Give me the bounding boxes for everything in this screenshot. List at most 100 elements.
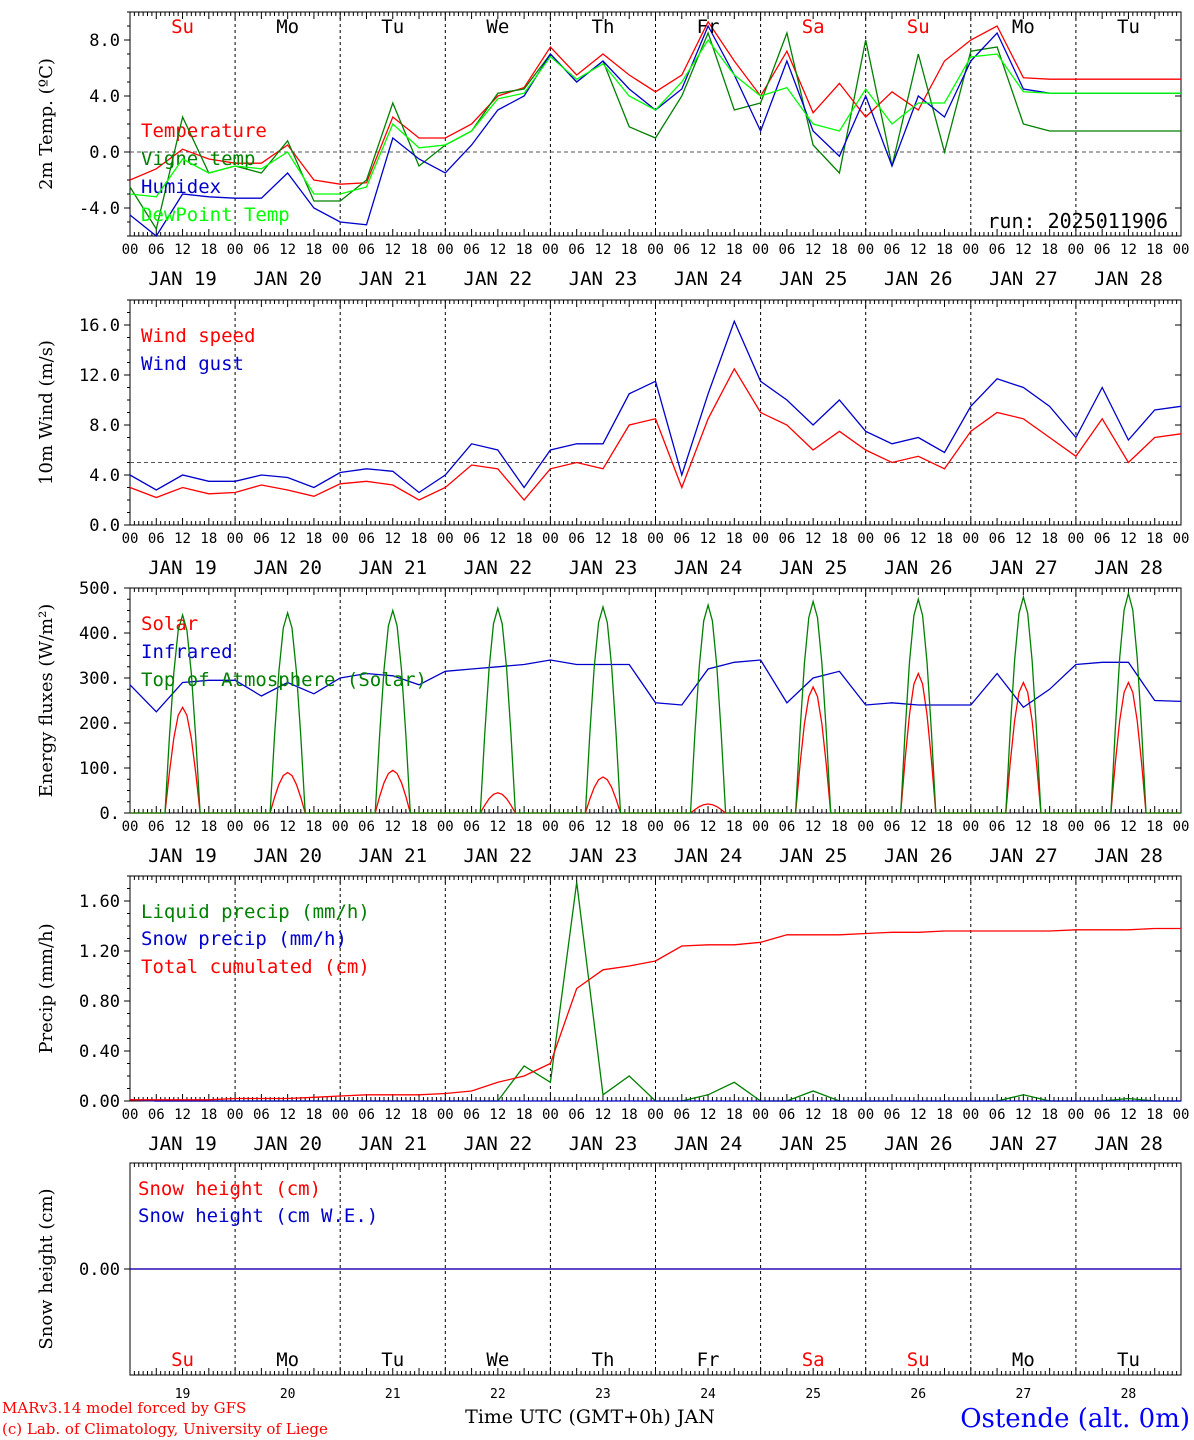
x-hour-label: 12: [489, 1107, 506, 1123]
panel-snow: 0.00 Snow height (cm) Snow height (cm) Snow…: [36, 1162, 1182, 1402]
y-tick-label: 500.: [79, 579, 120, 599]
x-hour-label: 12: [1120, 531, 1137, 547]
x-hour-label: 18: [411, 1107, 428, 1123]
x-hour-label: 12: [595, 1107, 612, 1123]
day-label: JAN 24: [674, 268, 743, 290]
x-hour-label: 06: [568, 531, 585, 547]
day-label: JAN 19: [148, 1133, 217, 1155]
x-hour-label: 06: [148, 819, 165, 835]
weekday-label: Sa: [802, 1349, 825, 1371]
x-hour-label: 18: [1041, 531, 1058, 547]
x-hour-label: 06: [358, 242, 375, 258]
x-hour-label: 00: [122, 242, 139, 258]
day-label: JAN 20: [253, 268, 322, 290]
y-tick-label: 8.0: [89, 416, 120, 436]
day-label: JAN 21: [358, 557, 427, 579]
y-axis-label: Precip (mm/h): [36, 923, 57, 1053]
panel-precip: 1.60 1.20 0.80 0.40 0.00 Precip (mm/h) Liquid …: [36, 875, 1189, 1155]
x-hour-label: 12: [489, 819, 506, 835]
day-label: JAN 21: [358, 1133, 427, 1155]
x-hour-label: 12: [1120, 242, 1137, 258]
x-hour-label: 00: [437, 531, 454, 547]
y-tick-label: 100.: [79, 759, 120, 779]
x-hour-label: 00: [962, 531, 979, 547]
x-hour-label: 12: [1015, 819, 1032, 835]
x-hour-label: 12: [700, 531, 717, 547]
day-label: JAN 23: [569, 1133, 638, 1155]
y-tick-label: 1.20: [79, 942, 120, 962]
day-label: JAN 21: [358, 268, 427, 290]
x-hour-label: 18: [1146, 1107, 1163, 1123]
x-hour-label: 00: [542, 242, 559, 258]
weekday-label: We: [486, 1349, 509, 1371]
x-hour-label: 06: [778, 819, 795, 835]
x-hour-label: 00: [227, 242, 244, 258]
day-label: JAN 23: [569, 268, 638, 290]
x-hour-label: 06: [463, 242, 480, 258]
x-hour-label: 06: [253, 531, 270, 547]
day-label: JAN 27: [989, 1133, 1058, 1155]
day-number-label: 27: [1016, 1387, 1032, 1402]
series-line-wind-speed: [129, 367, 1182, 502]
x-hour-label: 12: [1120, 819, 1137, 835]
x-hour-label: 00: [122, 819, 139, 835]
weekday-label: Mo: [276, 1349, 299, 1371]
x-hour-label: 18: [200, 1107, 217, 1123]
x-hour-label: 00: [857, 242, 874, 258]
x-hour-label: 06: [568, 1107, 585, 1123]
day-number-label: 20: [280, 1387, 296, 1402]
day-label: JAN 22: [464, 557, 533, 579]
x-hour-label: 12: [1015, 1107, 1032, 1123]
y-tick-label: 0.00: [79, 1092, 120, 1112]
x-hour-label: 18: [516, 1107, 533, 1123]
x-hour-label: 12: [384, 1107, 401, 1123]
day-label: JAN 21: [358, 845, 427, 867]
x-hour-label: 06: [1094, 1107, 1111, 1123]
day-label: JAN 24: [674, 1133, 743, 1155]
y-tick-label: 8.0: [89, 31, 120, 51]
legend-entry: Wind speed: [141, 325, 255, 347]
day-label: JAN 24: [674, 557, 743, 579]
x-hour-label: 00: [857, 531, 874, 547]
x-hour-label: 18: [726, 531, 743, 547]
x-hour-label: 06: [253, 819, 270, 835]
x-hour-label: 06: [884, 819, 901, 835]
x-hour-label: 18: [411, 531, 428, 547]
x-hour-label: 00: [542, 531, 559, 547]
legend-entry: Liquid precip (mm/h): [141, 901, 370, 923]
x-hour-label: 06: [148, 1107, 165, 1123]
day-label: JAN 20: [253, 845, 322, 867]
x-hour-label: 12: [700, 1107, 717, 1123]
day-label: JAN 19: [148, 845, 217, 867]
x-hour-label: 00: [227, 1107, 244, 1123]
panel-frame: [129, 587, 1182, 814]
x-hour-label: 12: [700, 819, 717, 835]
x-hour-label: 00: [122, 531, 139, 547]
series-line-top-of-atmosphere-solar-: [130, 590, 1181, 814]
x-hour-label: 18: [305, 242, 322, 258]
x-hour-label: 06: [673, 819, 690, 835]
series-line-snow-precip-mm-h-: [129, 1099, 1181, 1102]
y-axis-label: Energy fluxes (W/m²): [36, 604, 57, 798]
day-label: JAN 28: [1094, 557, 1163, 579]
x-hour-label: 18: [411, 242, 428, 258]
weekday-label: Tu: [381, 1349, 404, 1371]
x-hour-label: 00: [752, 531, 769, 547]
day-label: JAN 23: [569, 557, 638, 579]
x-hour-label: 00: [647, 1107, 664, 1123]
x-hour-label: 12: [1120, 1107, 1137, 1123]
credit-line-2: (c) Lab. of Climatology, University of L…: [2, 1420, 328, 1438]
y-tick-label: 400.: [79, 624, 120, 644]
day-label: JAN 26: [884, 1133, 953, 1155]
x-hour-label: 12: [384, 242, 401, 258]
day-label: JAN 27: [989, 557, 1058, 579]
x-hour-label: 00: [332, 1107, 349, 1123]
day-label: JAN 19: [148, 557, 217, 579]
x-hour-label: 06: [673, 531, 690, 547]
x-hour-label: 18: [936, 1107, 953, 1123]
x-hour-label: 18: [831, 242, 848, 258]
y-tick-label: -4.0: [79, 199, 120, 219]
series-line-infrared: [129, 659, 1182, 713]
day-label: JAN 26: [884, 268, 953, 290]
x-hour-label: 06: [463, 819, 480, 835]
